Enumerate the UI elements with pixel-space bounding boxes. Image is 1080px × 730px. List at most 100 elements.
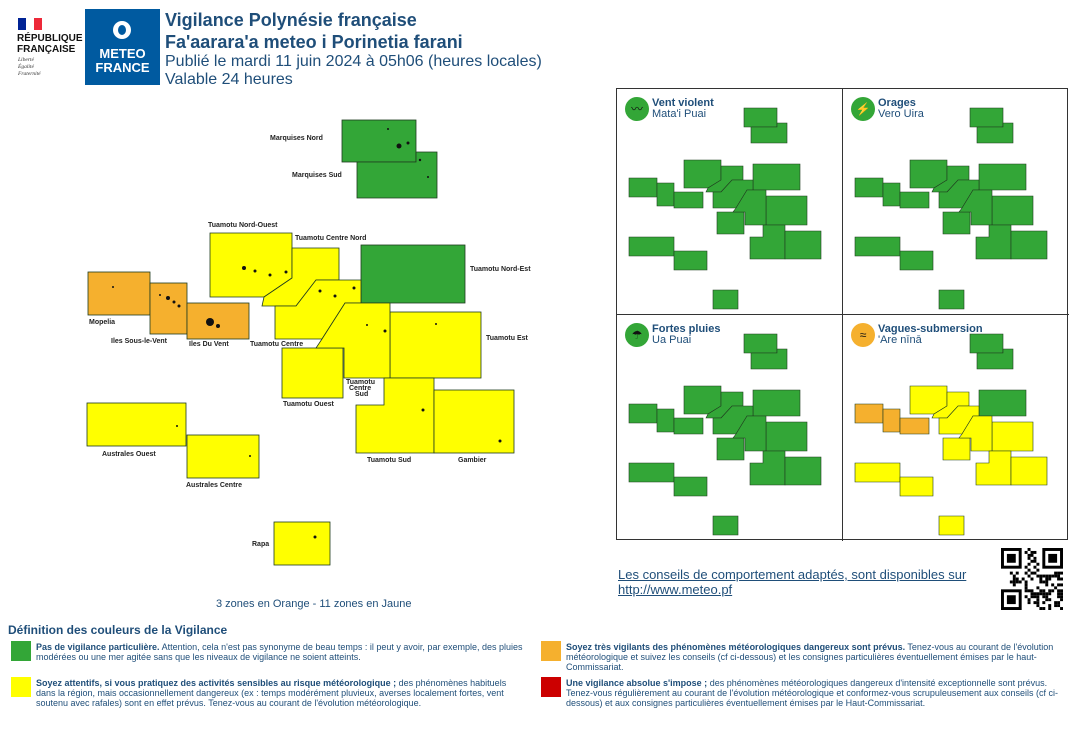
motto-1: Liberté xyxy=(18,57,34,63)
label-tuamotu-centre-sud-2: Centre xyxy=(349,385,372,392)
mini-zone-tuamotu-ne xyxy=(752,389,801,417)
mini-map-vent xyxy=(628,107,822,310)
mini-zone-idv xyxy=(673,191,704,209)
zone-australes-ouest[interactable] xyxy=(86,402,187,447)
zone-marquises-sud[interactable] xyxy=(356,151,438,199)
zone-iles-sous-le-vent[interactable] xyxy=(149,282,188,335)
vigilance-map xyxy=(86,119,515,566)
mini-zone-tuamotu-s xyxy=(975,450,1012,486)
motto-2: Égalité xyxy=(18,64,34,70)
mini-zone-mopelia xyxy=(854,403,884,424)
zone-tuamotu-nord-est[interactable] xyxy=(360,244,466,304)
meteo-france-emblem-icon xyxy=(113,21,131,39)
label-tuamotu-centre: Tuamotu Centre xyxy=(250,341,304,348)
phenomenon-subtitle: Ua Puai xyxy=(652,334,692,346)
mini-zone-australes-c xyxy=(673,250,708,271)
zone-mopelia[interactable] xyxy=(87,271,151,316)
motto-3: Fraternité xyxy=(18,71,41,77)
legend-yellow-swatch xyxy=(11,677,31,697)
label-iles-du-vent: Iles Du Vent xyxy=(189,341,229,348)
mini-zone-marquises-sud xyxy=(750,122,788,144)
mini-zone-australes-c xyxy=(673,476,708,497)
label-tuamotu-centre-nord: Tuamotu Centre Nord xyxy=(295,235,367,242)
legend-orange-text: Soyez très vigilants des phénomènes mété… xyxy=(566,642,1054,672)
label-tuamotu-est: Tuamotu Est xyxy=(486,335,528,342)
mini-zone-isv xyxy=(882,408,901,433)
phenomenon-orages[interactable]: ⚡ Orages Vero Uira xyxy=(843,89,1069,315)
phenomenon-title: Orages xyxy=(878,97,916,109)
zone-tuamotu-centre-sud[interactable] xyxy=(315,302,391,379)
legend-red-swatch xyxy=(541,677,561,697)
legend-green-swatch xyxy=(11,641,31,661)
mini-zone-rapa xyxy=(712,515,739,536)
zone-tuamotu-sud[interactable] xyxy=(355,377,435,454)
rain-icon: ☂ xyxy=(625,323,649,347)
mini-zone-tuamotu-o xyxy=(716,211,745,235)
zone-marquises-nord[interactable] xyxy=(341,119,417,163)
mini-zone-tuamotu-e xyxy=(765,421,808,452)
wave-icon: ≈ xyxy=(851,323,875,347)
phenomenon-subtitle: 'Are nīnā xyxy=(878,334,922,346)
mini-zone-marquises-sud xyxy=(750,348,788,370)
mini-zone-tuamotu-o xyxy=(942,211,971,235)
phenomenon-title: Vent violent xyxy=(652,97,714,109)
meteo-france-logo: METEO FRANCE xyxy=(85,9,160,85)
qr-code-icon[interactable] xyxy=(1001,548,1063,610)
mini-zone-tuamotu-ne xyxy=(978,389,1027,417)
phenomenon-subtitle: Vero Uira xyxy=(878,108,924,120)
label-rapa: Rapa xyxy=(252,541,270,548)
mini-map-orages xyxy=(854,107,1048,310)
mini-zone-australes-c xyxy=(899,476,934,497)
mini-zone-idv xyxy=(899,191,930,209)
mini-zone-gambier xyxy=(784,456,822,486)
phenomenon-vagues-submersion[interactable]: ≈ Vagues-submersion 'Are nīnā xyxy=(843,315,1069,541)
mini-zone-tuamotu-cs xyxy=(958,189,993,226)
mini-zone-mopelia xyxy=(628,177,658,198)
label-marquises-sud: Marquises Sud xyxy=(292,172,342,179)
mini-zone-tuamotu-s xyxy=(749,224,786,260)
zone-tuamotu-est[interactable] xyxy=(389,311,482,379)
mini-zone-mopelia xyxy=(628,403,658,424)
phenomenon-vent-violent[interactable]: 〰 Vent violent Mata'i Puai xyxy=(617,89,843,315)
mini-zone-marquises-nord xyxy=(969,333,1004,354)
label-tuamotu-centre-sud-3: Sud xyxy=(355,391,369,398)
page-title-fr: Vigilance Polynésie française xyxy=(165,10,417,30)
mini-zone-tuamotu-cs xyxy=(732,189,767,226)
label-marquises-nord: Marquises Nord xyxy=(270,135,323,142)
label-tuamotu-ouest: Tuamotu Ouest xyxy=(283,401,334,408)
published-date: Publié le mardi 11 juin 2024 à 05h06 (he… xyxy=(165,53,542,70)
phenomenon-title: Vagues-submersion xyxy=(878,323,983,335)
phenomena-grid: 〰 Vent violent Mata'i Puai ⚡ Orages Vero… xyxy=(616,88,1069,541)
mini-zone-tuamotu-ne xyxy=(752,163,801,191)
mini-map-pluies xyxy=(628,333,822,536)
label-tuamotu-sud: Tuamotu Sud xyxy=(367,457,412,464)
zone-gambier[interactable] xyxy=(433,389,515,454)
advice-link[interactable]: Les conseils de comportement adaptés, so… xyxy=(618,567,967,597)
islands xyxy=(112,128,502,539)
phenomenon-title: Fortes pluies xyxy=(652,323,721,335)
zone-australes-centre[interactable] xyxy=(186,434,260,479)
republique-line2: FRANÇAISE xyxy=(17,44,76,55)
zone-iles-du-vent[interactable] xyxy=(186,302,250,340)
label-iles-sous-le-vent: Iles Sous-le-Vent xyxy=(111,338,168,345)
legend-green-text: Pas de vigilance particulière. Attention… xyxy=(36,642,523,662)
mini-zone-idv xyxy=(899,417,930,435)
mini-zone-australes-o xyxy=(854,462,901,483)
zone-tuamotu-ouest[interactable] xyxy=(281,347,344,399)
mini-zone-isv xyxy=(656,408,675,433)
republique-francaise-logo: RÉPUBLIQUE FRANÇAISE Liberté Égalité Fra… xyxy=(14,14,83,78)
zone-rapa[interactable] xyxy=(273,521,331,566)
wind-icon: 〰 xyxy=(625,97,649,121)
label-tuamotu-nord-ouest: Tuamotu Nord-Ouest xyxy=(208,222,278,229)
mini-zone-rapa xyxy=(712,289,739,310)
phenomenon-fortes-pluies[interactable]: ☂ Fortes pluies Ua Puai xyxy=(617,315,843,541)
mini-zone-tuamotu-e xyxy=(765,195,808,226)
legend-red-text: Une vigilance absolue s'impose ; des phé… xyxy=(566,678,1058,708)
mini-zone-gambier xyxy=(784,230,822,260)
mini-zone-tuamotu-e xyxy=(991,421,1034,452)
mini-zone-marquises-nord xyxy=(969,107,1004,128)
phenomenon-subtitle: Mata'i Puai xyxy=(652,108,707,120)
mini-zone-tuamotu-s xyxy=(749,450,786,486)
mini-zone-tuamotu-o xyxy=(716,437,745,461)
label-gambier: Gambier xyxy=(458,457,487,464)
